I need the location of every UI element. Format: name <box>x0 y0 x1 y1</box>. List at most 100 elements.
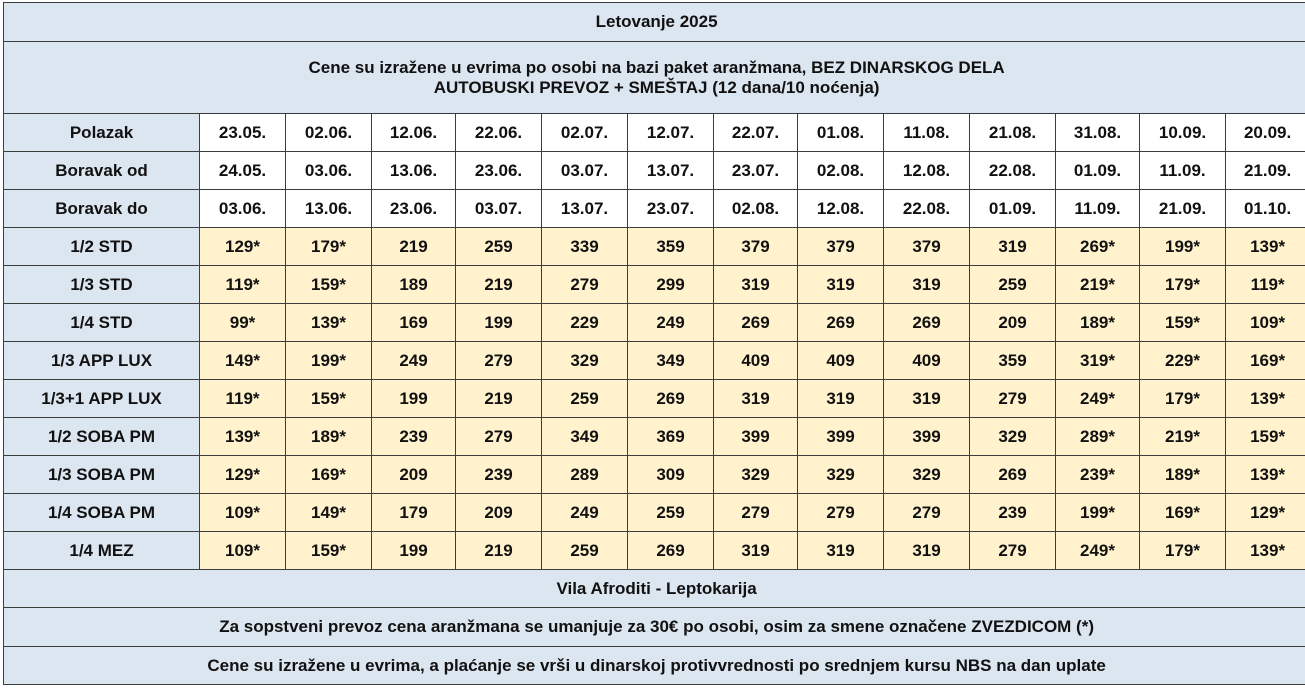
date-cell: 11.09. <box>1056 190 1140 228</box>
row-label: 1/4 STD <box>4 304 200 342</box>
price-cell: 219* <box>1056 266 1140 304</box>
row-label: Boravak od <box>4 152 200 190</box>
row-label: 1/3 SOBA PM <box>4 456 200 494</box>
price-cell: 249* <box>1056 532 1140 570</box>
transport-note: Za sopstveni prevoz cena aranžmana se um… <box>4 608 1305 647</box>
price-cell: 329 <box>798 456 884 494</box>
price-cell: 289* <box>1056 418 1140 456</box>
date-cell: 22.08. <box>970 152 1056 190</box>
price-cell: 329 <box>884 456 970 494</box>
row-label: 1/4 SOBA PM <box>4 494 200 532</box>
subtitle-line-2: AUTOBUSKI PREVOZ + SMEŠTAJ (12 dana/10 n… <box>4 78 1305 98</box>
subtitle-line-1: Cene su izražene u evrima po osobi na ba… <box>4 58 1305 78</box>
price-cell: 199* <box>1140 228 1226 266</box>
date-cell: 03.07. <box>542 152 628 190</box>
date-cell: 01.08. <box>798 114 884 152</box>
price-cell: 269 <box>628 380 714 418</box>
price-cell: 119* <box>200 266 286 304</box>
date-cell: 12.06. <box>372 114 456 152</box>
price-cell: 249* <box>1056 380 1140 418</box>
row-label: 1/2 SOBA PM <box>4 418 200 456</box>
price-cell: 279 <box>456 342 542 380</box>
price-cell: 109* <box>200 532 286 570</box>
price-cell: 319 <box>714 266 798 304</box>
price-cell: 399 <box>798 418 884 456</box>
date-cell: 12.08. <box>798 190 884 228</box>
date-cell: 21.08. <box>970 114 1056 152</box>
price-cell: 269 <box>798 304 884 342</box>
date-cell: 22.06. <box>456 114 542 152</box>
price-cell: 109* <box>1226 304 1305 342</box>
price-cell: 209 <box>970 304 1056 342</box>
price-cell: 359 <box>970 342 1056 380</box>
price-cell: 259 <box>628 494 714 532</box>
price-cell: 199 <box>456 304 542 342</box>
price-cell: 139* <box>1226 380 1305 418</box>
location-row: Vila Afroditi - Leptokarija <box>4 570 1305 608</box>
price-cell: 319 <box>798 532 884 570</box>
price-cell: 159* <box>286 266 372 304</box>
date-cell: 11.09. <box>1140 152 1226 190</box>
price-cell: 329 <box>970 418 1056 456</box>
price-cell: 179* <box>1140 266 1226 304</box>
price-cell: 319 <box>798 266 884 304</box>
price-cell: 219 <box>456 532 542 570</box>
date-cell: 03.06. <box>200 190 286 228</box>
price-cell: 279 <box>798 494 884 532</box>
price-cell: 219 <box>372 228 456 266</box>
price-cell: 239 <box>970 494 1056 532</box>
date-cell: 21.09. <box>1140 190 1226 228</box>
price-cell: 409 <box>714 342 798 380</box>
price-cell: 189* <box>1056 304 1140 342</box>
price-cell: 189* <box>1140 456 1226 494</box>
date-cell: 23.07. <box>628 190 714 228</box>
price-cell: 269 <box>884 304 970 342</box>
date-cell: 12.07. <box>628 114 714 152</box>
date-cell: 12.08. <box>884 152 970 190</box>
date-cell: 23.06. <box>372 190 456 228</box>
price-cell: 279 <box>970 532 1056 570</box>
price-cell: 129* <box>200 228 286 266</box>
price-cell: 179* <box>1140 380 1226 418</box>
price-cell: 379 <box>714 228 798 266</box>
date-cell: 03.07. <box>456 190 542 228</box>
date-cell: 22.08. <box>884 190 970 228</box>
price-cell: 209 <box>372 456 456 494</box>
date-cell: 13.07. <box>542 190 628 228</box>
price-cell: 239* <box>1056 456 1140 494</box>
price-cell: 409 <box>884 342 970 380</box>
price-cell: 159* <box>286 380 372 418</box>
price-cell: 119* <box>200 380 286 418</box>
price-cell: 139* <box>286 304 372 342</box>
price-cell: 349 <box>628 342 714 380</box>
price-cell: 149* <box>286 494 372 532</box>
price-cell: 329 <box>714 456 798 494</box>
price-cell: 259 <box>542 380 628 418</box>
price-cell: 209 <box>456 494 542 532</box>
price-cell: 319 <box>714 532 798 570</box>
row-label: 1/2 STD <box>4 228 200 266</box>
price-cell: 139* <box>1226 228 1305 266</box>
date-cell: 02.07. <box>542 114 628 152</box>
price-cell: 379 <box>798 228 884 266</box>
date-cell: 01.09. <box>1056 152 1140 190</box>
price-cell: 229* <box>1140 342 1226 380</box>
price-cell: 399 <box>714 418 798 456</box>
date-cell: 01.10. <box>1226 190 1305 228</box>
price-cell: 119* <box>1226 266 1305 304</box>
date-cell: 31.08. <box>1056 114 1140 152</box>
date-cell: 02.06. <box>286 114 372 152</box>
price-cell: 199* <box>1056 494 1140 532</box>
price-cell: 319* <box>1056 342 1140 380</box>
price-cell: 189 <box>372 266 456 304</box>
price-cell: 279 <box>714 494 798 532</box>
price-cell: 179* <box>286 228 372 266</box>
